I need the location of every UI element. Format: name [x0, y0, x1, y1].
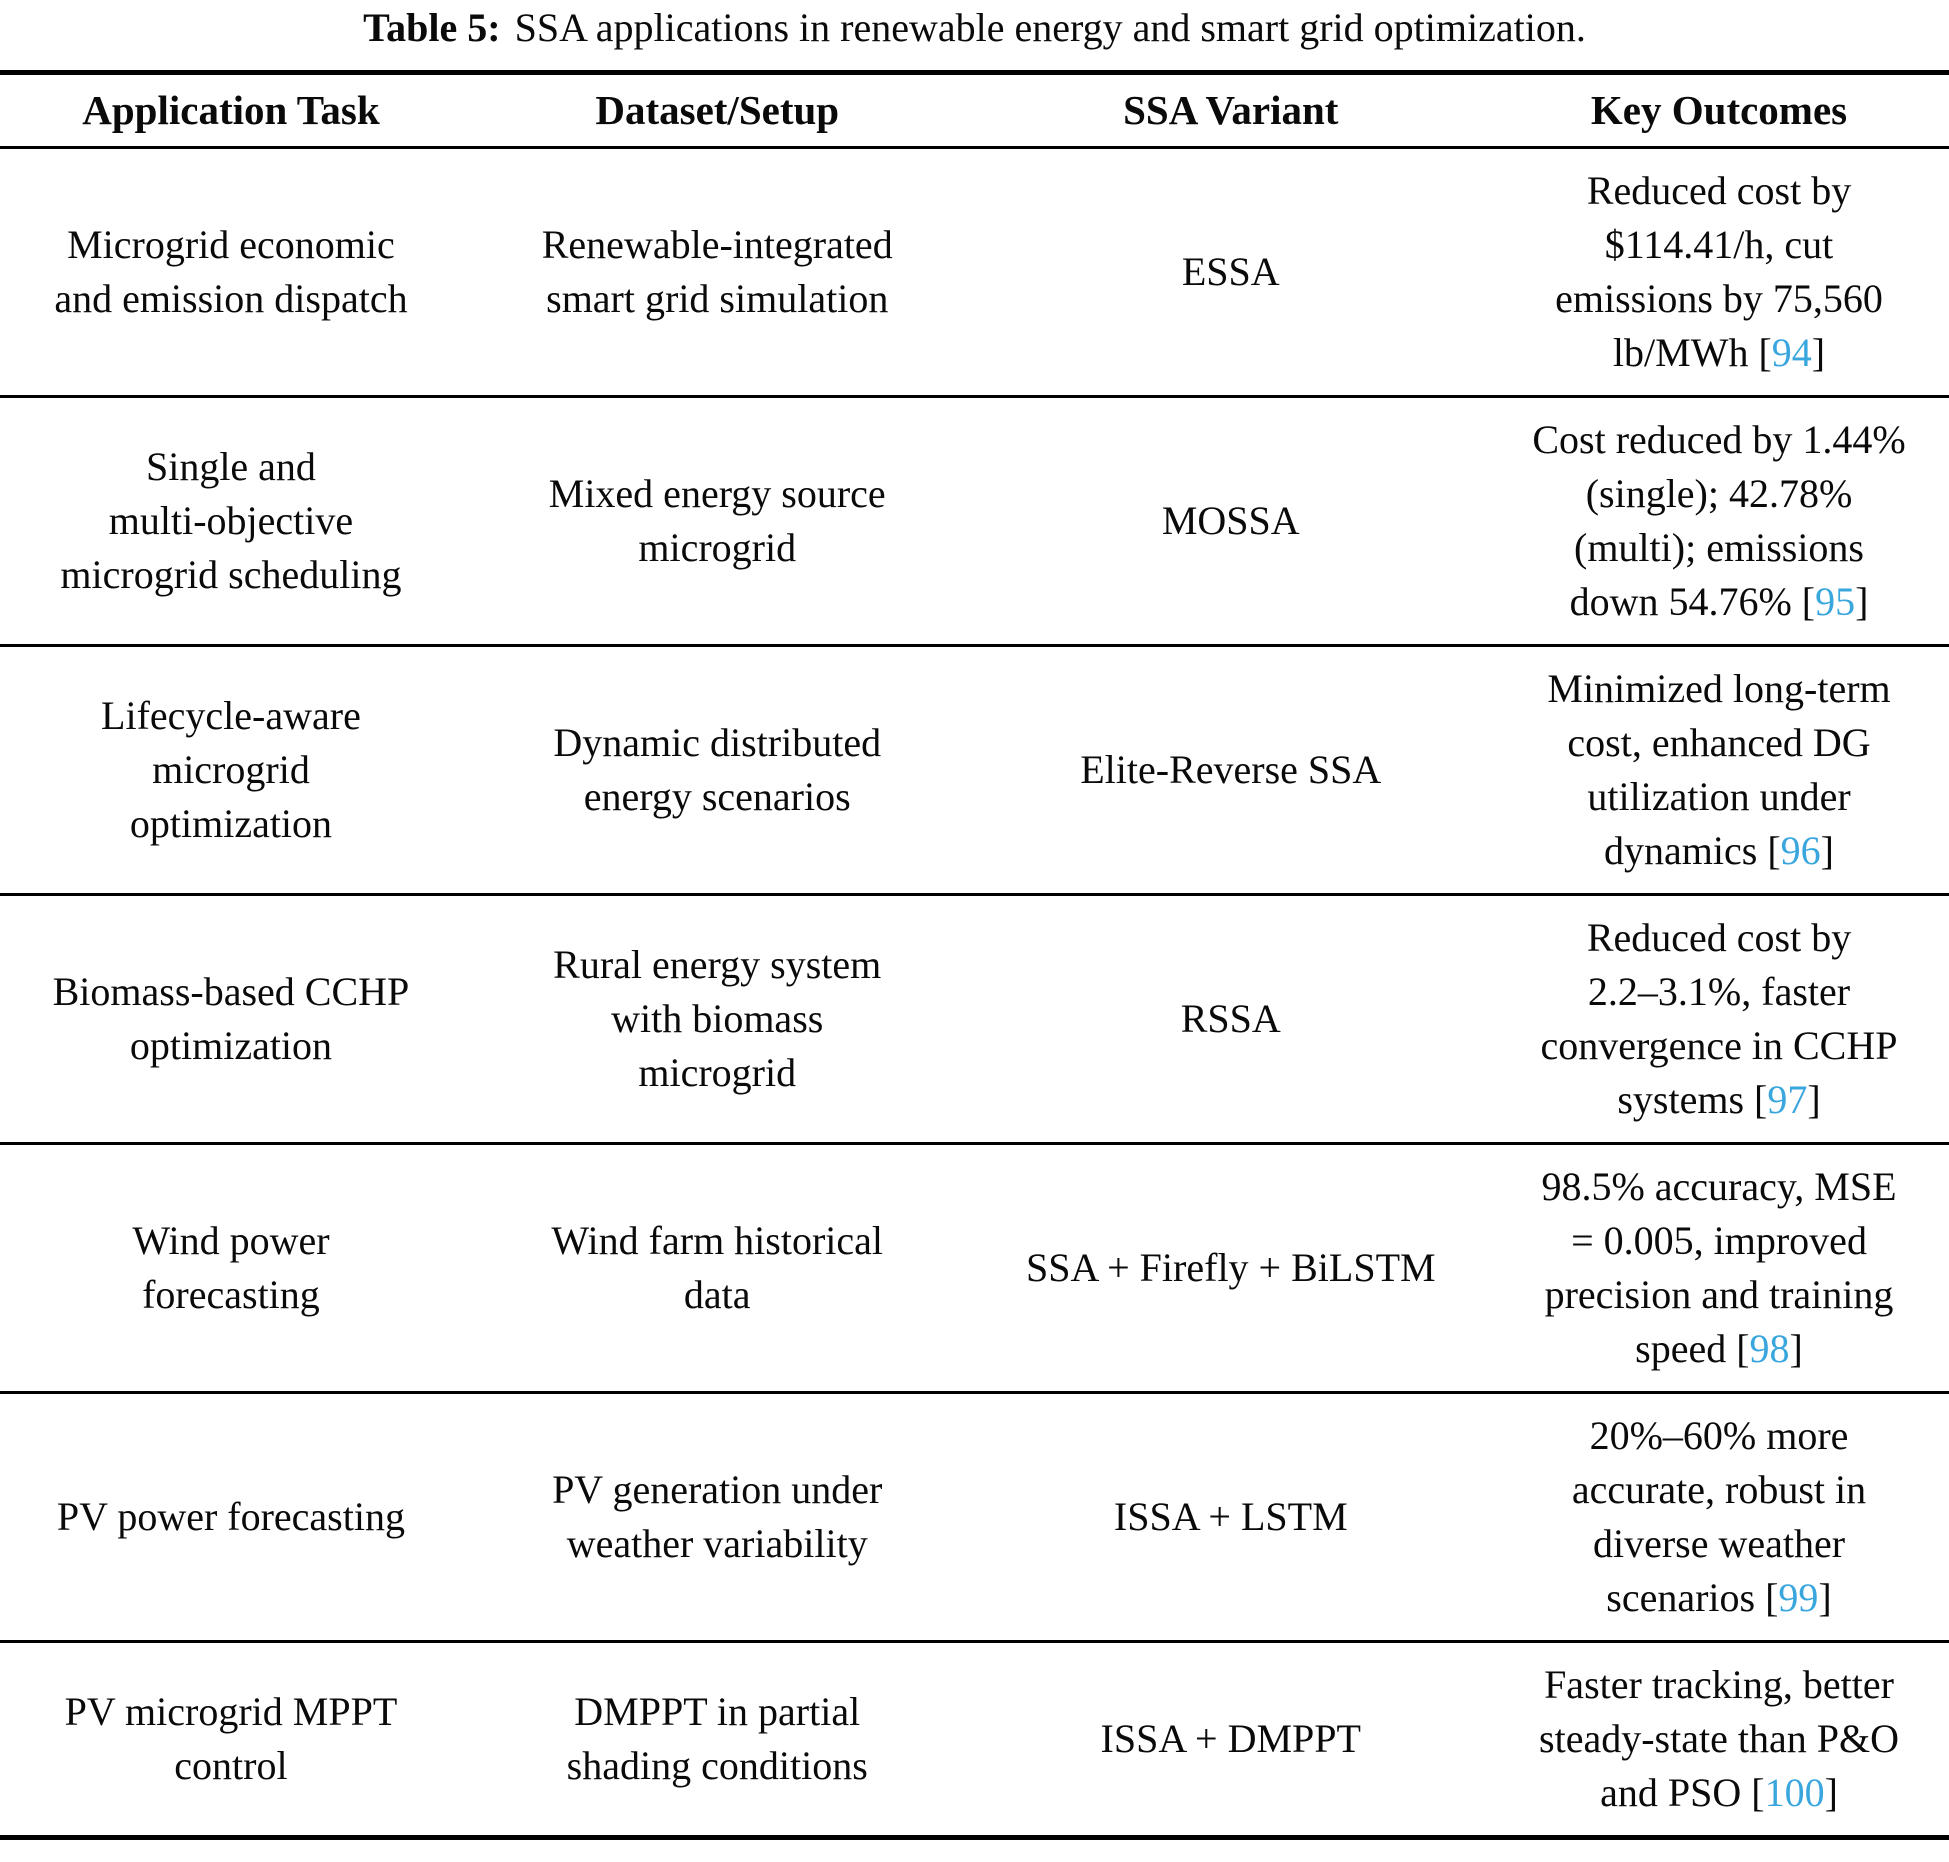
- citation-link[interactable]: [98]: [1736, 1326, 1803, 1371]
- cell-application-task: Lifecycle-aware microgrid optimization: [0, 645, 462, 896]
- outcome-text: Faster tracking, better steady-state tha…: [1539, 1662, 1899, 1815]
- cell-key-outcomes: 20%–60% more accurate, robust in diverse…: [1489, 1392, 1949, 1643]
- cell-key-outcomes: Reduced cost by $114.41/h, cut emissions…: [1489, 147, 1949, 398]
- table-row: Single and multi-objective microgrid sch…: [0, 396, 1949, 647]
- cell-application-task: Microgrid economic and emission dispatch: [0, 147, 462, 398]
- citation-number: 94: [1771, 330, 1812, 375]
- citation-number: 98: [1749, 1326, 1790, 1371]
- cell-application-task: PV power forecasting: [0, 1392, 462, 1643]
- outcome-text: Reduced cost by $114.41/h, cut emissions…: [1555, 168, 1883, 375]
- cell-dataset-setup: Wind farm historical data: [461, 1143, 973, 1394]
- cell-ssa-variant: ISSA + DMPPT: [1100, 1716, 1361, 1761]
- citation-bracket-close: ]: [1807, 1077, 1821, 1122]
- cell-ssa-variant: SSA + Firefly + BiLSTM: [972, 1143, 1490, 1394]
- outcome-text: Reduced cost by 2.2–3.1%, faster converg…: [1540, 915, 1898, 1122]
- col-header-ssa-variant: SSA Variant: [972, 72, 1490, 149]
- citation-bracket-close: ]: [1855, 579, 1869, 624]
- col-header-application-task: Application Task: [0, 72, 462, 149]
- citation-link[interactable]: [95]: [1802, 579, 1869, 624]
- citation-number: 99: [1778, 1575, 1819, 1620]
- citation-bracket-open: [: [1767, 828, 1781, 873]
- outcome-text: 98.5% accuracy, MSE = 0.005, improved pr…: [1541, 1164, 1897, 1371]
- outcome-text: Cost reduced by 1.44% (single); 42.78% (…: [1532, 417, 1906, 624]
- cell-application-task: PV microgrid MPPT control: [64, 1689, 398, 1788]
- header-row: Application Task Dataset/Setup SSA Varia…: [0, 72, 1949, 149]
- table-row: Microgrid economic and emission dispatch…: [0, 147, 1949, 398]
- cell-key-outcomes: Minimized long-term cost, enhanced DG ut…: [1489, 645, 1949, 896]
- cell-dataset-setup: Renewable-integrated smart grid simulati…: [461, 147, 973, 398]
- citation-bracket-open: [: [1758, 330, 1772, 375]
- cell-key-outcomes: Cost reduced by 1.44% (single); 42.78% (…: [1489, 396, 1949, 647]
- citation-link[interactable]: [100]: [1751, 1770, 1838, 1815]
- cell-dataset-setup: Dynamic distributed energy scenarios: [461, 645, 973, 896]
- table-row: PV microgrid MPPT control DMPPT in parti…: [0, 1642, 1949, 1838]
- citation-number: 96: [1780, 828, 1821, 873]
- table-row: Lifecycle-aware microgrid optimization D…: [0, 645, 1949, 896]
- table-caption-text: SSA applications in renewable energy and…: [514, 5, 1586, 50]
- citation-bracket-open: [: [1765, 1575, 1779, 1620]
- table-caption-label: Table 5:: [363, 5, 501, 50]
- citation-bracket-open: [: [1801, 579, 1816, 624]
- outcome-text: 20%–60% more accurate, robust in diverse…: [1571, 1413, 1867, 1620]
- cell-dataset-setup: PV generation under weather variability: [461, 1392, 973, 1643]
- citation-link[interactable]: [99]: [1765, 1575, 1832, 1620]
- citation-bracket-close: ]: [1811, 330, 1826, 375]
- cell-application-task: Single and multi-objective microgrid sch…: [0, 396, 462, 647]
- cell-key-outcomes: Reduced cost by 2.2–3.1%, faster converg…: [1489, 894, 1949, 1145]
- citation-bracket-close: ]: [1820, 828, 1834, 873]
- table-row: PV power forecasting PV generation under…: [0, 1392, 1949, 1643]
- cell-application-task: Wind power forecasting: [0, 1143, 462, 1394]
- citation-bracket-open: [: [1736, 1326, 1750, 1371]
- cell-dataset-setup: DMPPT in partial shading conditions: [566, 1689, 868, 1788]
- citation-bracket-open: [: [1751, 1770, 1765, 1815]
- cell-ssa-variant: Elite-Reverse SSA: [972, 645, 1490, 896]
- cell-key-outcomes: Faster tracking, better steady-state tha…: [1489, 1642, 1949, 1838]
- table-body: Microgrid economic and emission dispatch…: [0, 147, 1949, 1838]
- citation-bracket-open: [: [1754, 1077, 1768, 1122]
- cell-key-outcomes: 98.5% accuracy, MSE = 0.005, improved pr…: [1489, 1143, 1949, 1394]
- cell-ssa-variant: RSSA: [972, 894, 1490, 1145]
- table-header: Application Task Dataset/Setup SSA Varia…: [0, 72, 1949, 149]
- cell-dataset-setup: Rural energy system with biomass microgr…: [461, 894, 973, 1145]
- citation-link[interactable]: [97]: [1754, 1077, 1821, 1122]
- citation-link[interactable]: [94]: [1758, 330, 1825, 375]
- citation-bracket-close: ]: [1818, 1575, 1832, 1620]
- col-header-key-outcomes: Key Outcomes: [1489, 72, 1949, 149]
- cell-ssa-variant: MOSSA: [972, 396, 1490, 647]
- outcome-text: Minimized long-term cost, enhanced DG ut…: [1547, 666, 1891, 873]
- table-row: Biomass-based CCHP optimization Rural en…: [0, 894, 1949, 1145]
- table-caption: Table 5: SSA applications in renewable en…: [0, 0, 1949, 52]
- citation-link[interactable]: [96]: [1767, 828, 1834, 873]
- table-row: Wind power forecasting Wind farm histori…: [0, 1143, 1949, 1394]
- col-header-dataset-setup: Dataset/Setup: [461, 72, 973, 149]
- citation-number: 100: [1764, 1770, 1825, 1815]
- citation-number: 97: [1767, 1077, 1808, 1122]
- ssa-applications-table: Application Task Dataset/Setup SSA Varia…: [0, 70, 1949, 1840]
- cell-dataset-setup: Mixed energy source microgrid: [461, 396, 973, 647]
- citation-bracket-close: ]: [1789, 1326, 1803, 1371]
- cell-application-task: Biomass-based CCHP optimization: [0, 894, 462, 1145]
- citation-bracket-close: ]: [1824, 1770, 1838, 1815]
- cell-ssa-variant: ISSA + LSTM: [972, 1392, 1490, 1643]
- cell-ssa-variant: ESSA: [972, 147, 1490, 398]
- citation-number: 95: [1815, 579, 1856, 624]
